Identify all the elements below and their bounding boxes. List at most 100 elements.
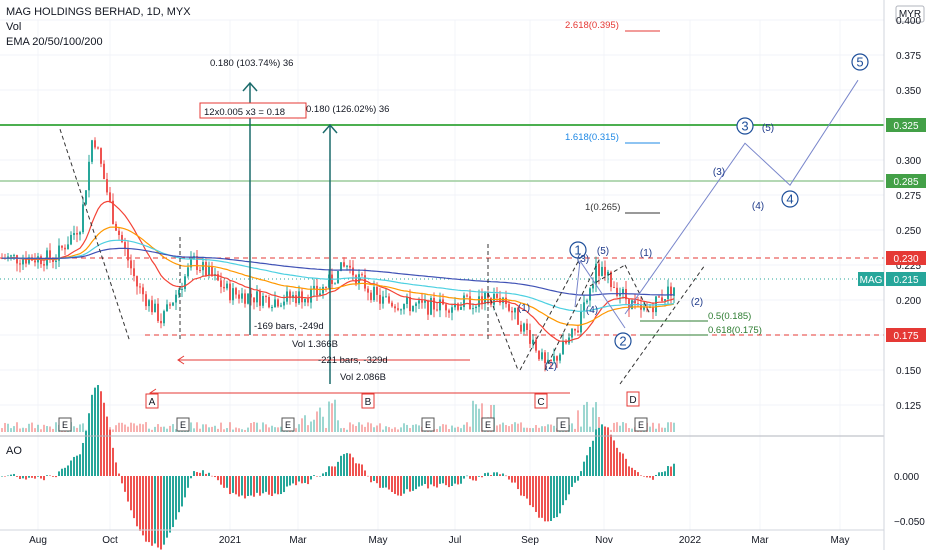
ao-bar bbox=[433, 476, 435, 487]
volume-bar bbox=[139, 423, 141, 432]
volume-bar bbox=[319, 407, 321, 432]
ao-bar bbox=[514, 476, 516, 483]
candle-body bbox=[112, 200, 114, 224]
ao-indicator-label[interactable]: AO bbox=[6, 445, 22, 457]
ao-bar bbox=[619, 452, 621, 476]
volume-bar bbox=[136, 425, 138, 432]
price-tick-label: 0.250 bbox=[896, 226, 921, 237]
ao-bar bbox=[406, 476, 408, 490]
candle-body bbox=[454, 303, 456, 308]
candle-body bbox=[661, 297, 663, 301]
volume-bar bbox=[331, 403, 333, 432]
ao-bar bbox=[274, 476, 276, 494]
minor-wave-label: (2) bbox=[691, 297, 703, 308]
volume-bar bbox=[1, 428, 3, 432]
volume-bar bbox=[28, 423, 30, 432]
volume-bar bbox=[442, 424, 444, 432]
ao-bar bbox=[79, 454, 81, 476]
ao-bar bbox=[487, 472, 489, 476]
candle-body bbox=[289, 291, 291, 299]
projection-arrowhead-2 bbox=[322, 123, 338, 134]
candle-body bbox=[133, 268, 135, 277]
ao-bar bbox=[352, 457, 354, 476]
vol-indicator-label[interactable]: Vol bbox=[6, 21, 22, 33]
candle-body bbox=[85, 190, 87, 205]
candle-body bbox=[673, 287, 675, 296]
volume-bar bbox=[397, 429, 399, 432]
ao-bar bbox=[202, 470, 204, 476]
volume-bar bbox=[163, 426, 165, 432]
candle-body bbox=[238, 294, 240, 299]
volume-bar bbox=[268, 427, 270, 432]
price-tick-label: 0.275 bbox=[896, 191, 921, 202]
candle-body bbox=[34, 260, 36, 263]
ao-bar bbox=[583, 461, 585, 476]
ao-bar bbox=[253, 476, 255, 497]
major-wave-label-1: 1 bbox=[574, 243, 581, 258]
earnings-marker: E bbox=[180, 420, 186, 430]
candle-body bbox=[373, 286, 375, 301]
ao-bar bbox=[298, 476, 300, 482]
ao-bar bbox=[259, 476, 261, 496]
ao-bar bbox=[526, 476, 528, 499]
ao-bar bbox=[130, 476, 132, 511]
ao-bar bbox=[244, 476, 246, 499]
candle-body bbox=[166, 304, 168, 312]
ao-bar bbox=[403, 476, 405, 494]
volume-bar bbox=[538, 427, 540, 432]
candle-body bbox=[154, 303, 156, 313]
volume-bar bbox=[625, 423, 627, 432]
candle-body bbox=[472, 308, 474, 310]
ao-bar bbox=[160, 476, 162, 550]
candle-body bbox=[604, 266, 606, 276]
ao-bar bbox=[529, 476, 531, 506]
volume-bar bbox=[235, 427, 237, 432]
volume-bar bbox=[256, 422, 258, 432]
candle-body bbox=[217, 274, 219, 281]
volume-bar bbox=[37, 424, 39, 432]
volume-bar bbox=[151, 429, 153, 432]
ao-bar bbox=[601, 424, 603, 476]
ao-bar bbox=[277, 476, 279, 495]
drawings[interactable]: 0.180 (103.74%) 36 0.180 (126.02%) 36 12x0… bbox=[58, 20, 869, 432]
major-wave-label-4: 4 bbox=[786, 192, 793, 207]
volume-bar bbox=[448, 429, 450, 432]
ao-bar bbox=[313, 475, 315, 476]
candle-body bbox=[268, 297, 270, 308]
volume-bar bbox=[631, 428, 633, 432]
volume-bar bbox=[40, 429, 42, 432]
volume-bar bbox=[22, 427, 24, 432]
ao-bar bbox=[577, 476, 579, 481]
ao-bar bbox=[37, 476, 39, 477]
ao-bar bbox=[370, 476, 372, 483]
symbol-badge-label: MAG bbox=[860, 275, 883, 286]
ema-indicator-label[interactable]: EMA 20/50/100/200 bbox=[6, 36, 103, 48]
candle-body bbox=[265, 295, 267, 298]
volume-bar bbox=[466, 422, 468, 432]
candle-body bbox=[109, 192, 111, 201]
volume-bar bbox=[79, 424, 81, 432]
candle-body bbox=[361, 274, 363, 276]
ema-200-line bbox=[2, 247, 675, 296]
ao-bar bbox=[25, 476, 27, 480]
candle-body bbox=[577, 330, 579, 333]
candle-body bbox=[232, 288, 234, 301]
ao-bar bbox=[664, 471, 666, 476]
volume-bar bbox=[589, 426, 591, 432]
candle-body bbox=[445, 304, 447, 311]
candle-body bbox=[610, 271, 612, 288]
ao-bar bbox=[502, 473, 504, 476]
ao-bar bbox=[634, 470, 636, 476]
candle-body bbox=[622, 288, 624, 294]
ao-bar bbox=[547, 476, 549, 522]
ao-bar bbox=[457, 476, 459, 485]
volume-bar bbox=[76, 427, 78, 432]
ao-bar bbox=[559, 476, 561, 514]
symbol-badge bbox=[858, 272, 884, 286]
ao-bar bbox=[325, 472, 327, 476]
candle-body bbox=[310, 289, 312, 303]
volume-bar bbox=[463, 424, 465, 432]
earnings-marker: E bbox=[485, 420, 491, 430]
ao-bar bbox=[208, 472, 210, 476]
